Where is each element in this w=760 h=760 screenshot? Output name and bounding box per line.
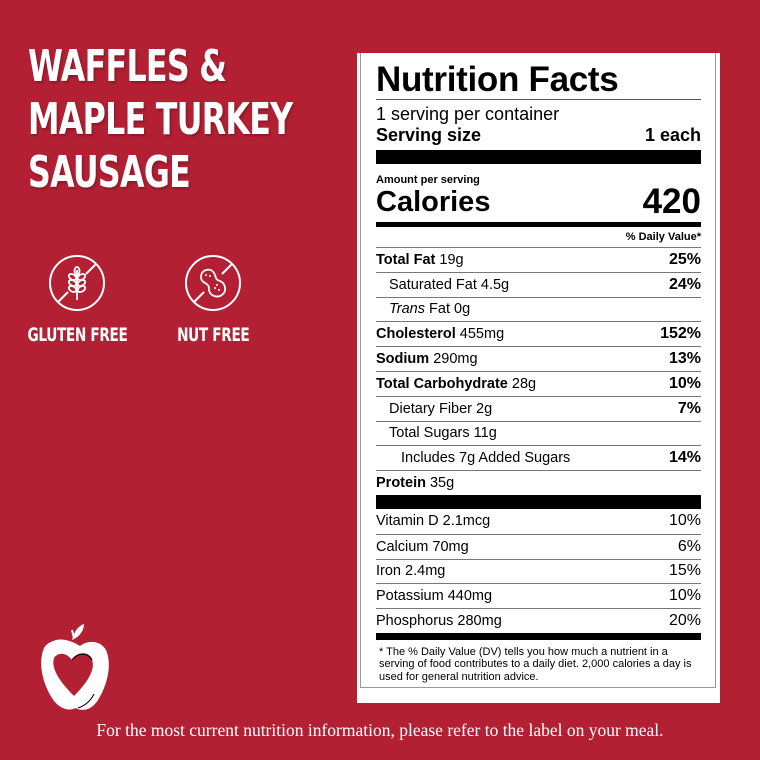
nutrient-name-italic: Trans xyxy=(389,301,425,318)
divider-thick xyxy=(376,150,701,164)
nutrient-list: Total Fat 19g 25% Saturated Fat 4.5g 24%… xyxy=(376,247,701,495)
serving-size-value: 1 each xyxy=(644,125,701,145)
nutrient-pct: 13% xyxy=(668,350,701,368)
calories-value: 420 xyxy=(642,182,701,221)
nutrient-amount: 455mg xyxy=(459,326,505,343)
vitamin-amount: 70mg xyxy=(432,538,469,555)
nutrient-row-total-sugars: Total Sugars 11g xyxy=(376,420,701,446)
nutrient-amount: 11g xyxy=(473,425,497,442)
vitamin-row-vitamin-d: Vitamin D 2.1mcg 10% xyxy=(376,509,701,534)
vitamin-name: Potassium xyxy=(376,588,444,605)
nutrient-row-cholesterol: Cholesterol 455mg 152% xyxy=(376,321,701,346)
nutrient-pct: 10% xyxy=(668,374,701,392)
nutrient-row-protein: Protein 35g xyxy=(376,470,701,495)
nutrient-row-trans-fat: Trans Fat 0g xyxy=(376,296,701,322)
product-title-line: WAFFLES & xyxy=(28,41,227,92)
badge-label: NUT FREE xyxy=(176,324,250,346)
divider xyxy=(376,99,701,100)
footer-note: For the most current nutrition informati… xyxy=(96,720,664,740)
vitamin-name: Vitamin D xyxy=(376,513,439,530)
serving-size-label: Serving size xyxy=(376,125,482,145)
badge-label: GLUTEN FREE xyxy=(26,324,128,346)
nutrient-amount: 290mg xyxy=(433,351,478,368)
nutrition-facts-label: Nutrition Facts 1 serving per container … xyxy=(360,53,716,688)
vitamin-amount: 2.4mg xyxy=(405,563,446,580)
nut-free-badge: NUT FREE xyxy=(158,254,268,346)
vitamin-amount: 280mg xyxy=(457,613,502,630)
nutrient-pct: 14% xyxy=(668,449,701,467)
dietary-badges: GLUTEN FREE NUT FREE xyxy=(24,254,268,346)
nutrient-amount: 28g xyxy=(511,375,537,392)
nutrient-row-total-carbohydrate: Total Carbohydrate 28g 10% xyxy=(376,370,701,396)
divider-medium xyxy=(376,222,701,227)
nutrient-name: Fat xyxy=(429,301,450,318)
servings-per-container: 1 serving per container xyxy=(376,104,560,124)
vitamin-list: Vitamin D 2.1mcg 10% Calcium 70mg 6% Iro… xyxy=(376,509,701,633)
product-title-line: SAUSAGE xyxy=(28,147,191,198)
nutrient-amount: 19g xyxy=(439,251,464,268)
nutrient-pct: 152% xyxy=(660,325,701,343)
vitamin-pct: 15% xyxy=(668,562,701,580)
nutrient-amount: 2g xyxy=(476,400,493,417)
serving-size-row: Serving size 1 each xyxy=(376,124,701,146)
vitamin-row-calcium: Calcium 70mg 6% xyxy=(376,533,701,559)
nutrient-name: Sodium xyxy=(376,351,430,368)
nutrient-row-dietary-fiber: Dietary Fiber 2g 7% xyxy=(376,395,701,421)
vitamin-amount: 440mg xyxy=(447,588,493,605)
daily-value-header: % Daily Value* xyxy=(625,231,701,243)
product-title: WAFFLES & MAPLE TURKEY SAUSAGE xyxy=(28,40,293,199)
vitamin-amount: 2.1mcg xyxy=(442,513,491,530)
nutrient-row-saturated-fat: Saturated Fat 4.5g 24% xyxy=(376,271,701,297)
nutrient-name: Total Sugars xyxy=(389,425,470,442)
apple-heart-logo-icon xyxy=(41,624,109,710)
vitamin-row-phosphorus: Phosphorus 280mg 20% xyxy=(376,608,701,633)
nutrient-name: Protein xyxy=(376,475,426,492)
nutrient-pct: 24% xyxy=(668,275,701,293)
nutrition-facts-title: Nutrition Facts xyxy=(376,60,619,99)
nutrient-name: Dietary Fiber xyxy=(389,400,472,417)
nutrient-name: Total Fat xyxy=(376,251,436,268)
vitamin-name: Iron xyxy=(376,563,401,580)
divider-thick xyxy=(376,494,701,509)
vitamin-pct: 10% xyxy=(668,587,701,605)
nutrient-name: Total Carbohydrate xyxy=(376,375,508,392)
nutrient-amount: 0g xyxy=(454,301,471,318)
divider-medium xyxy=(376,632,701,640)
vitamin-name: Calcium xyxy=(376,538,429,555)
nutrient-pct: 7% xyxy=(677,399,701,417)
vitamin-pct: 6% xyxy=(677,537,701,555)
calories-label: Calories xyxy=(376,186,491,218)
gluten-free-badge: GLUTEN FREE xyxy=(22,254,132,346)
amount-per-serving: Amount per serving xyxy=(376,174,480,186)
nutrient-row-added-sugars: Includes 7g Added Sugars 14% xyxy=(376,445,701,470)
nutrient-row-sodium: Sodium 290mg 13% xyxy=(376,346,701,371)
vitamin-pct: 20% xyxy=(668,612,701,630)
calories-row: Calories 420 xyxy=(376,182,701,221)
daily-value-footnote: * The % Daily Value (DV) tells you how m… xyxy=(379,645,692,683)
product-title-line: MAPLE TURKEY xyxy=(28,94,293,145)
nutrient-row-total-fat: Total Fat 19g 25% xyxy=(376,247,701,272)
vitamin-row-iron: Iron 2.4mg 15% xyxy=(376,558,701,584)
peanut-crossed-icon xyxy=(185,255,241,311)
nutrient-amount: 4.5g xyxy=(480,276,510,293)
vitamin-name: Phosphorus xyxy=(376,613,454,630)
nutrient-name: Includes 7g Added Sugars xyxy=(401,450,571,467)
nutrient-pct: 25% xyxy=(668,250,701,268)
nutrient-amount: 35g xyxy=(429,475,455,492)
wheat-crossed-icon xyxy=(49,255,105,311)
vitamin-row-potassium: Potassium 440mg 10% xyxy=(376,583,701,608)
vitamin-pct: 10% xyxy=(668,512,701,530)
nutrient-name: Saturated Fat xyxy=(389,276,477,293)
nutrient-name: Cholesterol xyxy=(376,326,456,343)
